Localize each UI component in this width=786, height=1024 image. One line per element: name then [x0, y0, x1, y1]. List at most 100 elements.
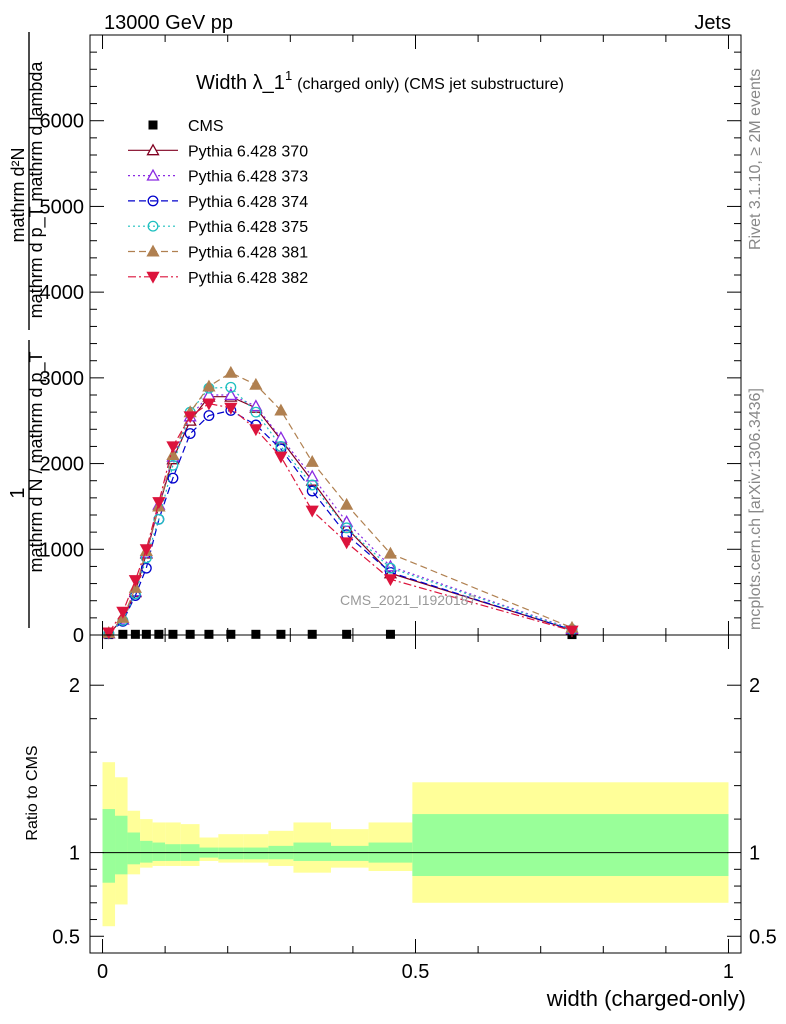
mcplots-label: mcplots.cern.ch [arXiv:1306.3436] — [747, 388, 764, 630]
data-point — [340, 537, 354, 550]
main-ytick-label: 3000 — [40, 368, 85, 390]
data-point — [249, 377, 263, 390]
data-point — [140, 562, 152, 574]
ratio-band-stat — [218, 847, 244, 860]
legend-label: Pythia 6.428 374 — [188, 194, 308, 211]
ratio-ytick-label-right: 1 — [749, 843, 760, 865]
data-point — [166, 441, 180, 454]
legend-marker — [147, 220, 159, 232]
ratio-ytick-label: 0.5 — [52, 926, 80, 948]
legend-entry: CMS — [148, 118, 224, 135]
legend-entry: Pythia 6.428 375 — [128, 219, 308, 236]
main-ytick-label: 2000 — [40, 454, 85, 476]
ratio-ytick-label: 2 — [69, 675, 80, 697]
data-point — [340, 497, 354, 510]
data-point — [202, 379, 216, 392]
data-point — [274, 451, 288, 464]
main-title-sup: 1 — [285, 68, 292, 83]
data-point — [203, 410, 215, 422]
legend-entry: Pythia 6.428 381 — [128, 245, 308, 262]
ratio-panel: 0.5 0.5 1 1 2 2 0 0.5 1 — [52, 634, 777, 983]
data-point — [250, 406, 262, 418]
main-subtitle: (charged only) (CMS jet substructure) — [297, 76, 564, 93]
data-point — [341, 522, 353, 534]
data-point — [385, 562, 396, 574]
data-point — [383, 574, 398, 587]
ratio-band-stat — [152, 842, 166, 861]
legend: CMS Pythia 6.428 370 Pythia 6.428 373 Pythi… — [128, 118, 308, 287]
data-point — [185, 629, 195, 639]
xtick-label: 1 — [723, 961, 734, 983]
data-point — [305, 505, 319, 518]
data-point — [249, 424, 263, 437]
legend-marker — [146, 143, 160, 156]
main-ytick-label: 6000 — [40, 111, 85, 133]
data-point — [251, 629, 261, 639]
data-point — [128, 575, 142, 587]
ylabel-prefix-den: mathrm d N / mathrm d p_T — [26, 351, 47, 572]
header-right: Jets — [694, 12, 731, 34]
data-point — [184, 428, 196, 440]
ratio-band-stat — [102, 809, 116, 883]
data-point — [224, 402, 238, 415]
legend-label: Pythia 6.428 373 — [188, 169, 308, 186]
data-point — [183, 411, 197, 424]
series-line — [108, 402, 573, 633]
data-point — [139, 544, 153, 557]
data-point — [153, 513, 165, 525]
main-panel: 0 1000 2000 3000 4000 5000 6000 — [40, 34, 742, 647]
data-point — [141, 629, 151, 639]
data-point — [130, 629, 140, 639]
legend-entry: Pythia 6.428 374 — [128, 194, 308, 211]
data-point — [276, 629, 286, 639]
data-point — [167, 472, 179, 484]
main-ytick-label: 1000 — [40, 539, 85, 561]
ylabel-num: mathrm d²N — [8, 147, 28, 242]
data-point — [202, 398, 216, 411]
legend-label: Pythia 6.428 381 — [188, 245, 308, 262]
legend-marker — [147, 195, 159, 207]
series-line — [108, 409, 573, 634]
legend-label: Pythia 6.428 382 — [188, 270, 308, 287]
ylabel-den: mathrm d p_T mathrm d lambda — [26, 61, 47, 319]
legend-marker — [148, 120, 158, 130]
data-point — [385, 629, 395, 639]
rivet-label: Rivet 3.1.10, ≥ 2M events — [747, 69, 764, 250]
data-point — [154, 629, 164, 639]
data-point — [305, 455, 319, 467]
main-ytick-label: 4000 — [40, 282, 85, 304]
ratio-band-stat — [330, 845, 369, 861]
ratio-band-stat — [127, 832, 141, 865]
xtick-label: 0.5 — [402, 961, 430, 983]
legend-marker — [146, 271, 160, 284]
header-left: 13000 GeV pp — [104, 12, 233, 34]
legend-entry: Pythia 6.428 382 — [128, 270, 308, 287]
ratio-band-stat — [115, 815, 128, 875]
data-point — [118, 629, 128, 639]
main-ylabel: 1 mathrm d N / mathrm d p_T mathrm d²N m… — [7, 32, 47, 628]
legend-label: CMS — [188, 118, 224, 135]
data-point — [152, 497, 166, 509]
legend-entry: Pythia 6.428 373 — [128, 169, 308, 186]
ratio-ytick-label-right: 2 — [749, 675, 760, 697]
ratio-ylabel: Ratio to CMS — [24, 745, 41, 840]
ratio-band-stat — [412, 814, 729, 877]
ratio-ytick-label: 1 — [69, 843, 80, 865]
analysis-watermark: CMS_2021_I1920187 — [340, 592, 476, 608]
data-point — [307, 629, 317, 639]
data-point — [102, 627, 116, 640]
legend-marker — [146, 244, 160, 257]
main-ytick-label: 5000 — [40, 196, 85, 218]
ratio-band-stat — [140, 840, 153, 863]
data-point — [274, 403, 288, 416]
legend-marker — [146, 168, 160, 181]
legend-label: Pythia 6.428 375 — [188, 219, 308, 236]
data-point — [224, 365, 238, 378]
data-point — [225, 381, 237, 393]
data-point — [224, 388, 238, 401]
ratio-band-stat — [293, 842, 331, 861]
main-ytick-label: 0 — [73, 625, 84, 647]
series-6 — [102, 398, 579, 640]
legend-label: Pythia 6.428 370 — [188, 143, 308, 160]
data-point — [383, 546, 398, 559]
